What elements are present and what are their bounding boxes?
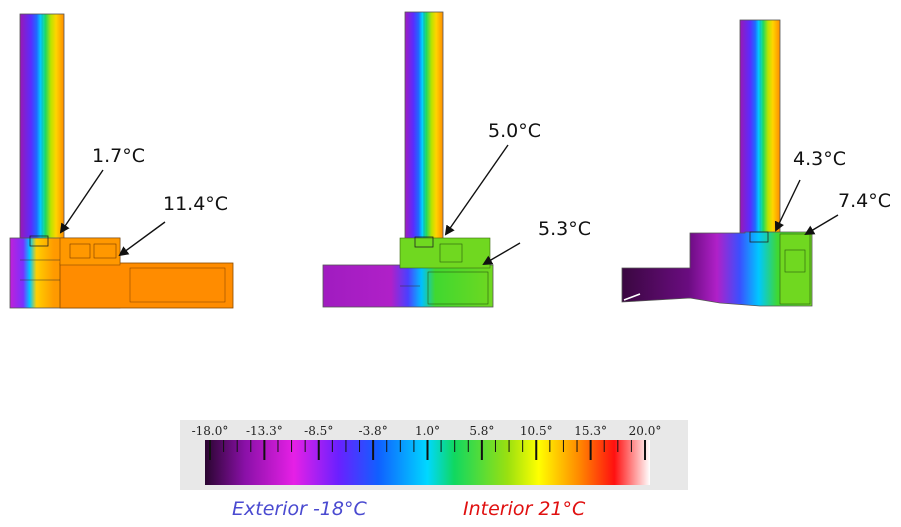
arrow-2-left	[444, 144, 509, 236]
section-3-glass	[739, 19, 781, 236]
scale-tick-label: 15.3°	[574, 424, 607, 438]
section-3-frame	[621, 231, 813, 307]
scale-tick-label: 20.0°	[628, 424, 662, 438]
section-2-drawing	[322, 11, 494, 308]
section-1-label-sill: 11.4°C	[163, 193, 229, 215]
section-3-drawing	[621, 19, 813, 307]
section-2-label-glass: 5.0°C	[488, 120, 541, 142]
section-1-drawing	[9, 13, 234, 309]
scale-tick-label: 1.0°	[414, 424, 441, 438]
scale-tick-label: 10.5°	[519, 424, 553, 438]
section-1-label-glass: 1.7°C	[92, 145, 145, 167]
scale-tick-label: -13.3°	[245, 424, 283, 438]
section-3-label-frame: 7.4°C	[838, 190, 891, 212]
arrows	[59, 144, 839, 266]
legend-exterior: Exterior -18°C	[232, 498, 367, 520]
section-2-label-frame: 5.3°C	[538, 218, 591, 240]
section-3-label-glass: 4.3°C	[793, 148, 846, 170]
arrow-2-right	[482, 242, 521, 266]
scale-tick-marks	[209, 440, 646, 460]
color-scale	[180, 420, 688, 490]
section-2-glass	[404, 11, 444, 243]
scale-tick-label: -3.8°	[358, 424, 388, 438]
arrow-1-right	[118, 221, 166, 257]
section-1-sill	[59, 262, 234, 309]
arrow-3-right	[804, 214, 839, 236]
arrow-1-left	[59, 169, 104, 234]
section-1-glass	[19, 13, 65, 240]
legend-interior: Interior 21°C	[463, 498, 586, 520]
scale-tick-label: 5.8°	[469, 424, 495, 438]
arrow-3-left	[774, 179, 801, 232]
scale-tick-label: -8.5°	[304, 424, 334, 438]
scale-tick-label: -18.0°	[191, 424, 229, 438]
